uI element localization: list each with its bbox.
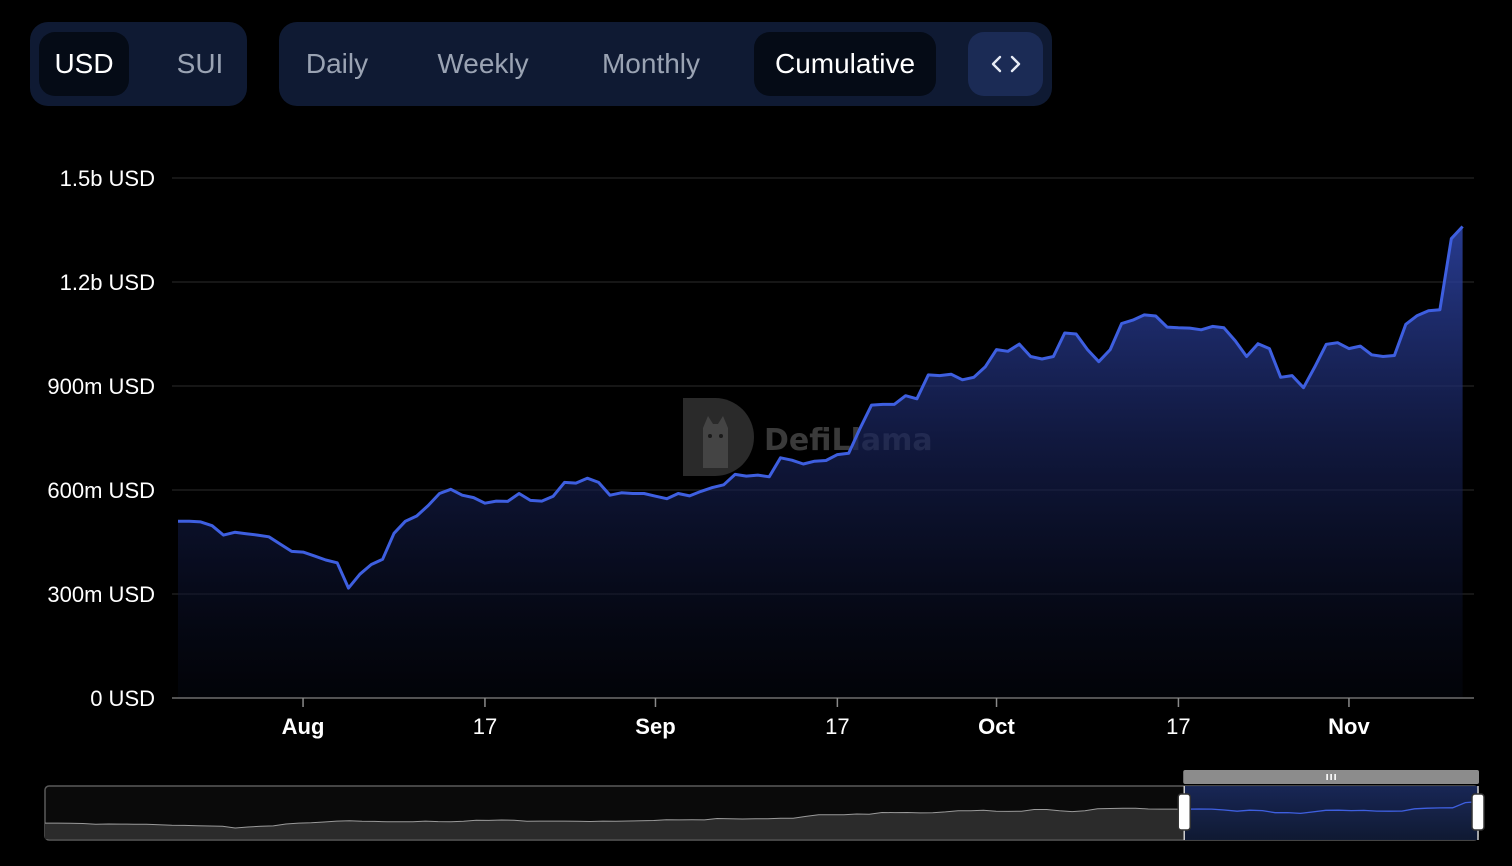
area-layer [178,225,1464,698]
currency-option-usd[interactable]: USD [39,32,129,96]
currency-toggle: USD SUI [30,22,247,106]
x-tick-label: 17 [473,714,497,739]
y-axis: 0 USD 300m USD 600m USD 900m USD 1.2b USD 1.5… [47,166,155,711]
period-option-daily[interactable]: Daily [305,48,369,79]
x-tick-label: 17 [825,714,849,739]
brush-selection[interactable] [1184,786,1478,840]
x-tick-label: Nov [1328,714,1370,739]
period-option-cumulative[interactable]: Cumulative [754,32,936,96]
x-axis: Aug 17 Sep 17 Oct 17 Nov [172,697,1474,739]
range-brush[interactable] [44,770,1485,841]
period-option-monthly[interactable]: Monthly [601,48,701,79]
y-tick-label: 1.2b USD [60,270,155,295]
x-tick-label: Oct [978,714,1015,739]
x-tick-label: 17 [1166,714,1190,739]
y-tick-label: 600m USD [47,478,155,503]
series-line [178,225,1464,590]
period-option-weekly[interactable]: Weekly [437,48,529,79]
llama-logo-icon [683,398,754,476]
period-toggle: Daily Weekly Monthly Cumulative [279,22,1052,106]
code-brackets-icon [991,55,1020,72]
y-tick-label: 0 USD [90,686,155,711]
embed-button[interactable] [968,32,1043,96]
x-tick-label: Aug [282,714,325,739]
brush-right-handle[interactable] [1471,793,1485,831]
y-tick-label: 1.5b USD [60,166,155,191]
brush-left-handle[interactable] [1177,793,1191,831]
y-tick-label: 300m USD [47,582,155,607]
brush-overview-area [45,801,1478,839]
brush-selection-line [1186,801,1479,815]
y-tick-label: 900m USD [47,374,155,399]
currency-option-sui[interactable]: SUI [176,48,224,79]
x-tick-label: Sep [635,714,675,739]
